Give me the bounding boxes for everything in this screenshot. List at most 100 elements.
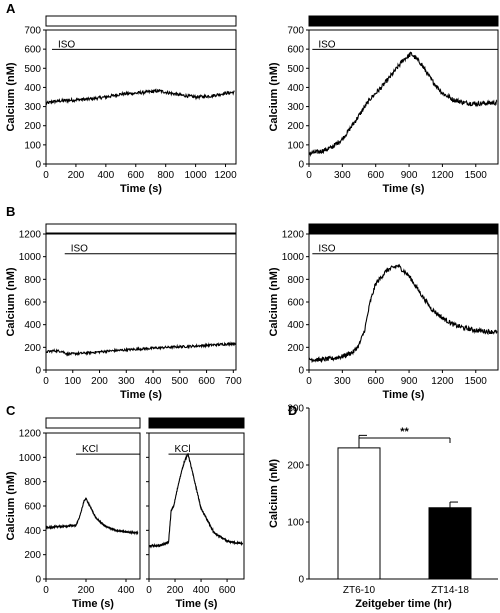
bar-zt6-10 [337,447,381,580]
x-axis-label: Time (s) [72,598,114,610]
x-tick-label: 200 [78,585,95,596]
y-tick-label: 400 [24,320,41,331]
panel-label-a: A [6,1,16,16]
chart-d: 0 100 200 300 ZT6-10 ZT14-18 ** Zeitgeber time … [268,404,498,610]
calcium-trace [308,51,498,157]
chart-b1: 0 200 400 600 800 1000 1200 0 100 200 300 400 500 600… [5,223,242,401]
chart-a1: 0 100 200 300 400 500 600 700 0 200 400 600 800 1000 1… [5,15,237,195]
y-tick-label: 200 [287,121,304,132]
x-tick-label: 400 [193,585,210,596]
x-tick-label: 600 [198,376,215,387]
y-axis-label: Calcium (nM) [268,459,280,528]
x-tick-label: 1200 [431,376,454,387]
y-tick-label: 800 [287,275,304,286]
x-tick-label: 200 [68,170,85,181]
y-tick-label: 400 [287,320,304,331]
x-tick-label: 0 [306,376,312,387]
chart-b2: 0 200 400 600 800 1000 1200 0 300 600 900 1200 1500 I… [268,223,499,401]
y-tick-label: 200 [24,343,41,354]
y-tick-label: 300 [24,102,41,113]
y-axis-label: Calcium (nM) [5,267,17,336]
y-tick-label: 300 [287,102,304,113]
x-tick-label: 600 [367,376,384,387]
y-tick-label: 700 [24,26,41,37]
y-axis-label: Calcium (nM) [5,471,17,540]
stimulus-label: ISO [318,39,335,50]
chart-c2: 0 200 400 600 KCl Time (s) [146,417,245,610]
x-axis-label: Time (s) [383,389,425,401]
x-axis-label: Time (s) [120,183,162,195]
condition-bar-white [45,15,237,27]
y-tick-label: 1200 [282,230,305,241]
x-tick-label: 800 [157,170,174,181]
y-tick-label: 1000 [19,252,42,263]
y-tick-label: 800 [24,275,41,286]
plot-frame [148,432,245,580]
y-tick-label: 0 [298,366,304,377]
x-tick-label: 500 [171,376,188,387]
y-tick-label: 0 [298,575,304,586]
y-axis-label: Calcium (nM) [268,62,280,131]
y-tick-label: 200 [287,461,304,472]
x-tick-label: 0 [43,376,49,387]
stimulus-label: KCl [175,444,191,455]
calcium-trace [308,263,498,364]
category-label: ZT6-10 [343,585,376,596]
plot-frame [308,233,499,371]
x-tick-label: 400 [145,376,162,387]
y-tick-label: 300 [287,404,304,415]
x-tick-label: 600 [367,170,384,181]
calcium-trace [45,497,139,536]
y-tick-label: 0 [35,366,41,377]
y-tick-label: 0 [298,160,304,171]
x-tick-label: 100 [64,376,81,387]
y-tick-label: 200 [287,343,304,354]
x-tick-label: 1200 [214,170,237,181]
calcium-trace [45,341,237,357]
y-tick-label: 100 [24,140,41,151]
calcium-trace [148,452,244,549]
condition-bar-white [45,223,237,234]
x-tick-label: 200 [91,376,108,387]
x-tick-label: 600 [127,170,144,181]
x-tick-label: 1500 [465,170,488,181]
y-tick-label: 400 [287,83,304,94]
x-tick-label: 1000 [184,170,207,181]
y-tick-label: 500 [287,64,304,75]
x-axis-label: Time (s) [176,598,218,610]
condition-bar-black [308,15,499,27]
stimulus-label: ISO [58,39,75,50]
x-tick-label: 1200 [431,170,454,181]
calcium-trace [45,88,235,106]
y-tick-label: 1200 [19,429,42,440]
y-tick-label: 600 [287,45,304,56]
x-tick-label: 300 [118,376,135,387]
significance-marker: ** [400,426,409,438]
x-tick-label: 400 [118,585,135,596]
y-tick-label: 0 [35,575,41,586]
condition-bar-white [45,417,141,429]
panel-label-b: B [6,204,15,219]
y-tick-label: 1200 [19,230,42,241]
y-tick-label: 1000 [19,453,42,464]
y-tick-label: 600 [24,298,41,309]
bar-zt14-18 [428,507,472,580]
y-tick-label: 600 [24,45,41,56]
y-tick-label: 100 [287,518,304,529]
y-axis-label: Calcium (nM) [268,267,280,336]
panel-label-c: C [6,403,16,418]
x-tick-label: 0 [306,170,312,181]
y-tick-label: 700 [287,26,304,37]
x-axis-label: Zeitgeber time (hr) [355,598,452,610]
y-tick-label: 600 [24,502,41,513]
x-tick-label: 300 [334,170,351,181]
y-tick-label: 800 [24,477,41,488]
category-label: ZT14-18 [431,585,469,596]
x-tick-label: 300 [334,376,351,387]
y-tick-label: 0 [35,160,41,171]
y-tick-label: 400 [24,526,41,537]
y-tick-label: 100 [287,140,304,151]
plot-frame [45,432,141,580]
